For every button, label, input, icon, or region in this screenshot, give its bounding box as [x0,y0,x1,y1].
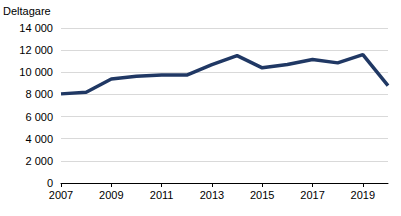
svg-text:0: 0 [47,177,53,189]
svg-text:2 000: 2 000 [25,155,53,167]
svg-text:12 000: 12 000 [19,44,53,56]
svg-text:2019: 2019 [351,189,375,201]
svg-text:2009: 2009 [99,189,123,201]
svg-text:6 000: 6 000 [25,111,53,123]
svg-text:2015: 2015 [250,189,274,201]
svg-text:2013: 2013 [200,189,224,201]
svg-text:8 000: 8 000 [25,88,53,100]
svg-text:2011: 2011 [150,189,174,201]
svg-text:2007: 2007 [49,189,73,201]
svg-text:10 000: 10 000 [19,66,53,78]
svg-text:Deltagare: Deltagare [3,5,51,17]
svg-text:2017: 2017 [300,189,324,201]
svg-text:4 000: 4 000 [25,133,53,145]
svg-text:14 000: 14 000 [19,22,53,34]
